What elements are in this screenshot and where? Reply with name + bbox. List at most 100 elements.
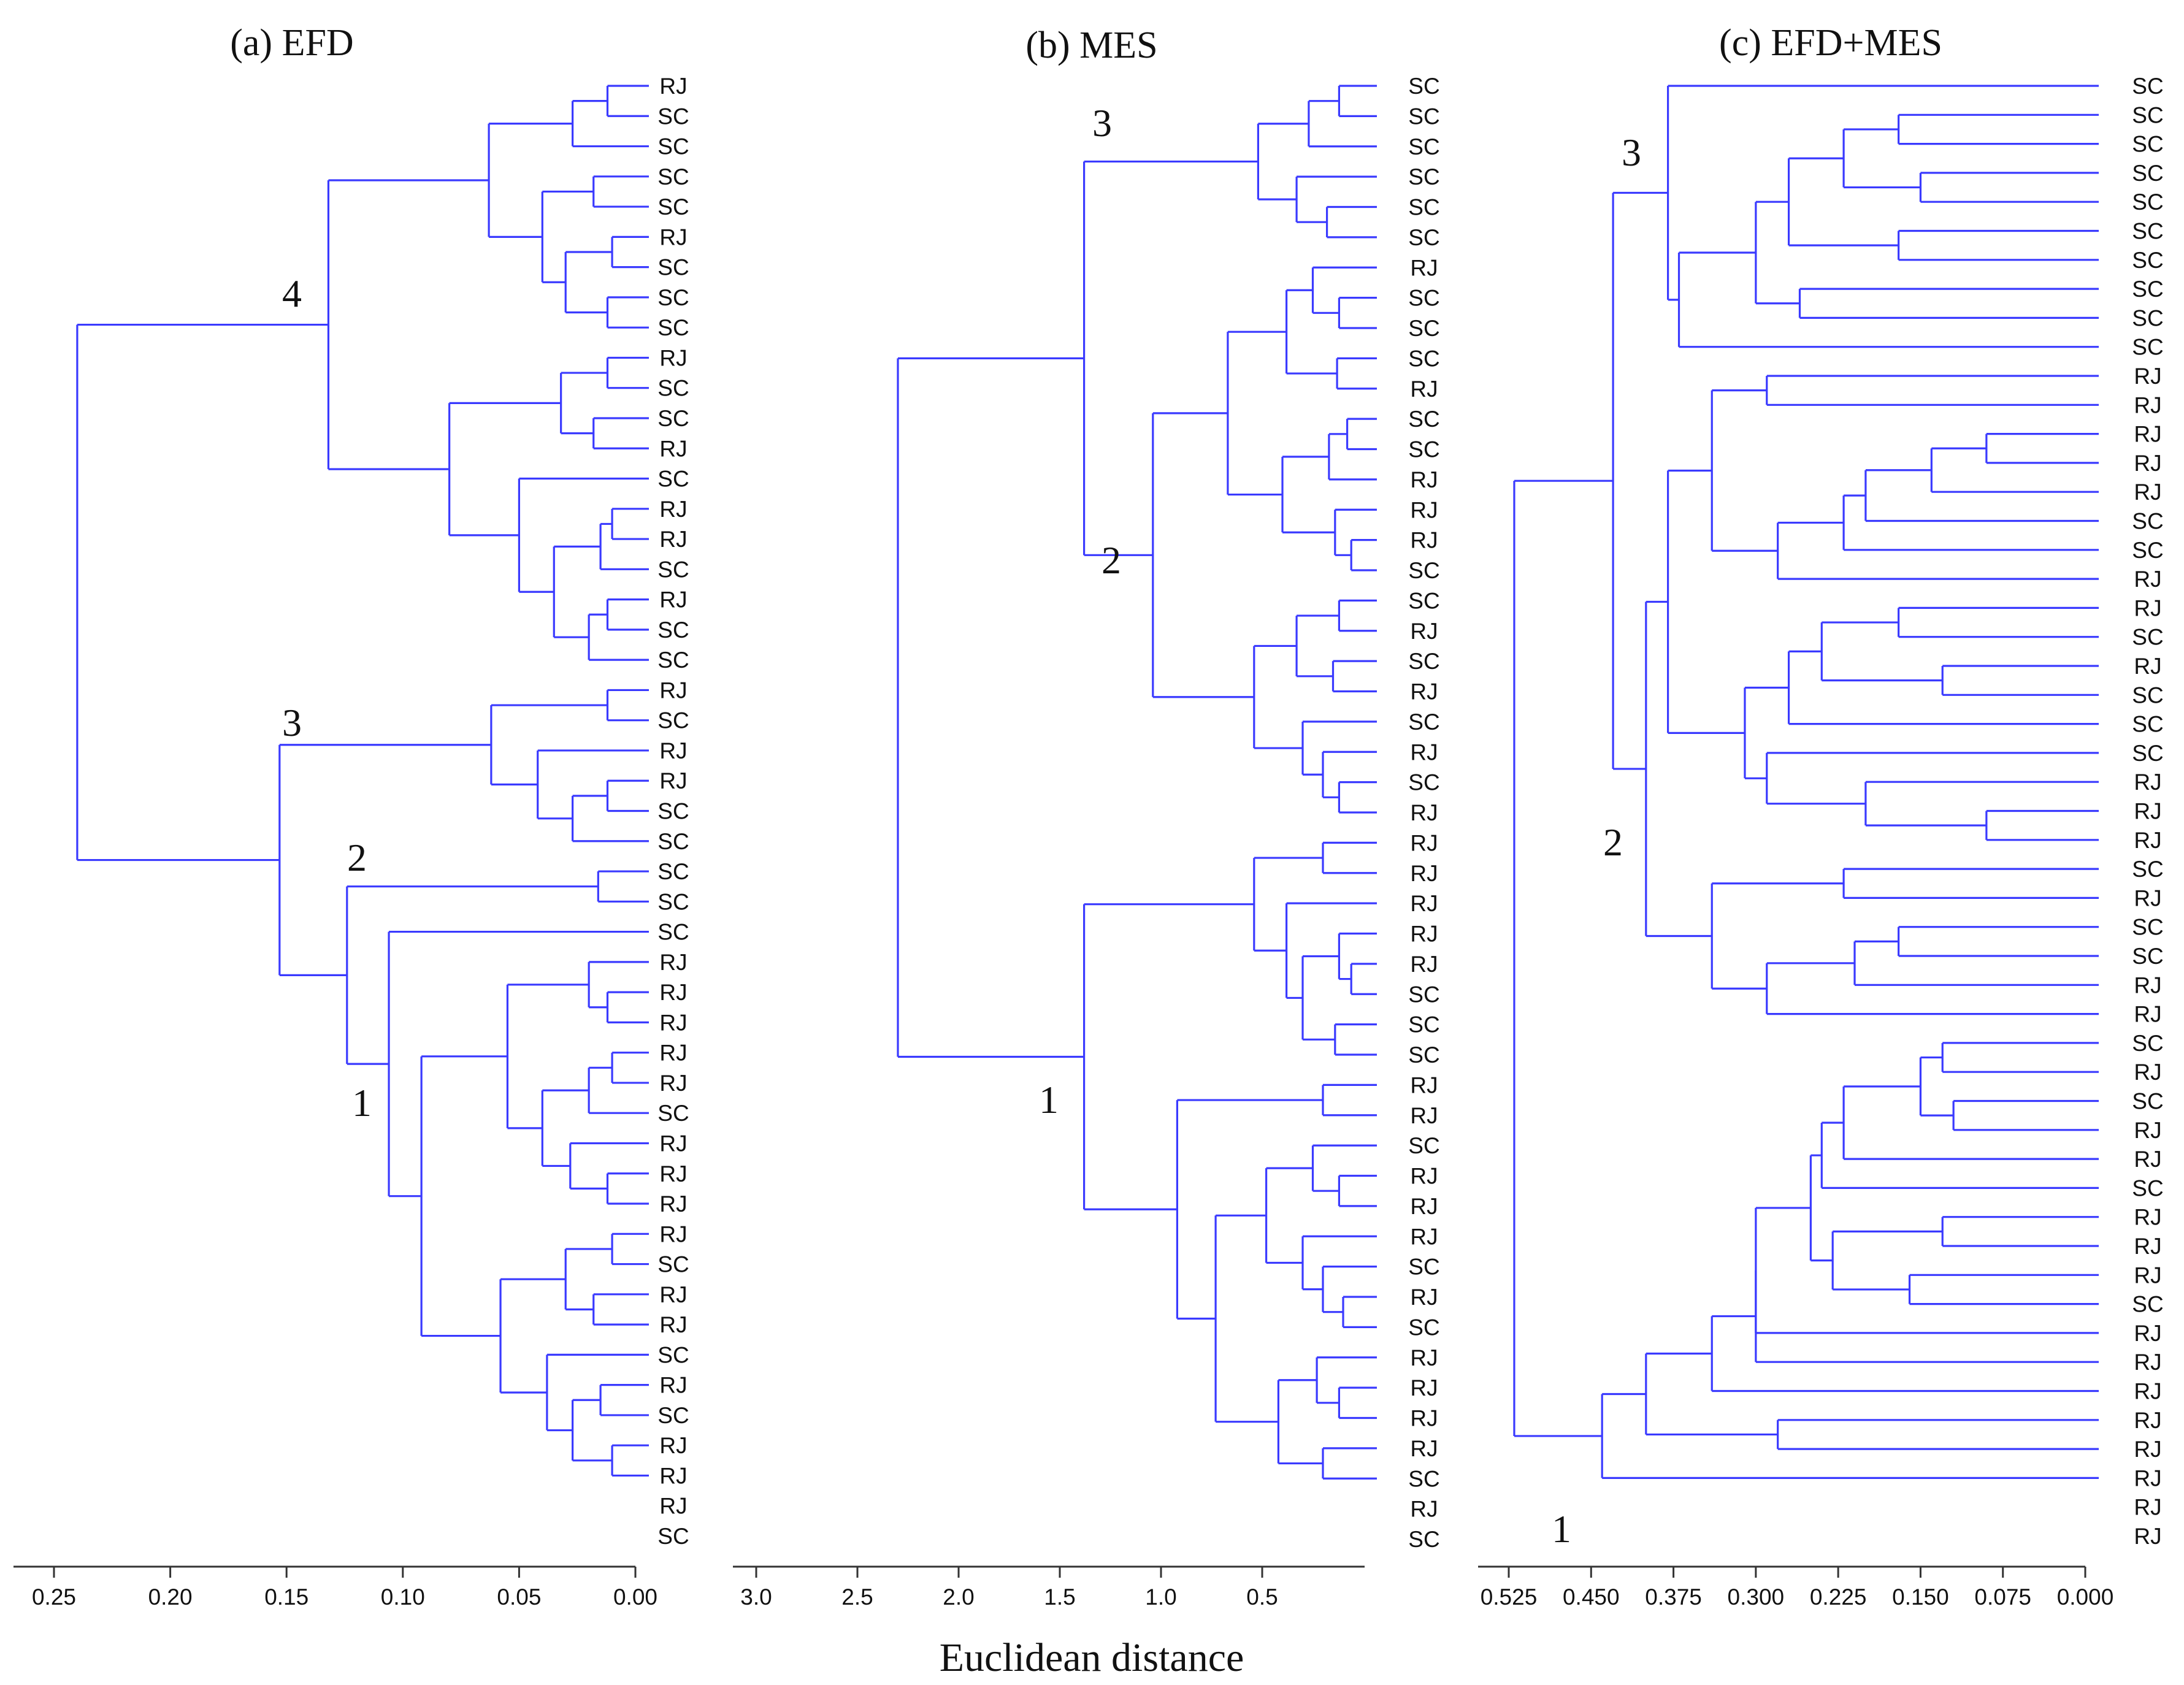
leaf-label: SC xyxy=(1408,286,1439,311)
leaf-label: RJ xyxy=(2134,1465,2161,1491)
leaf-label: SC xyxy=(657,557,689,582)
cluster-label: 2 xyxy=(1102,538,1121,582)
leaf-label: RJ xyxy=(659,224,687,250)
leaf-label: SC xyxy=(2132,1292,2163,1317)
leaf-label: SC xyxy=(1408,1042,1439,1068)
cluster-label: 3 xyxy=(1622,131,1641,174)
leaf-label: RJ xyxy=(659,1010,687,1035)
cluster-label: 1 xyxy=(352,1081,372,1125)
leaf-label: RJ xyxy=(659,74,687,99)
leaf-label: SC xyxy=(657,617,689,643)
leaf-label: RJ xyxy=(2134,595,2161,621)
leaf-label: SC xyxy=(1408,1012,1439,1037)
leaf-label: RJ xyxy=(2134,451,2161,476)
leaf-label: RJ xyxy=(2134,1379,2161,1404)
x-tick-label: 0.450 xyxy=(1563,1584,1620,1610)
x-tick-label: 2.5 xyxy=(841,1584,873,1610)
x-tick-label: 0.225 xyxy=(1810,1584,1867,1610)
leaf-label: RJ xyxy=(1410,1406,1438,1431)
leaf-label: RJ xyxy=(659,768,687,793)
leaf-label: RJ xyxy=(659,1041,687,1066)
leaf-label: RJ xyxy=(2134,770,2161,795)
leaf-label: SC xyxy=(657,285,689,310)
leaf-label: SC xyxy=(2132,161,2163,186)
leaf-label: RJ xyxy=(1410,619,1438,644)
x-tick-label: 0.15 xyxy=(264,1584,308,1610)
leaf-label: SC xyxy=(1408,1315,1439,1340)
leaf-label: RJ xyxy=(1410,1436,1438,1461)
leaf-label: SC xyxy=(657,104,689,129)
leaf-label: RJ xyxy=(2134,1234,2161,1259)
leaf-label: SC xyxy=(657,859,689,884)
x-tick-label: 0.5 xyxy=(1246,1584,1278,1610)
x-tick-label: 0.10 xyxy=(381,1584,425,1610)
leaf-label: SC xyxy=(657,920,689,945)
leaf-label: SC xyxy=(2132,538,2163,563)
leaf-label: RJ xyxy=(1410,255,1438,280)
x-tick-label: 0.00 xyxy=(613,1584,657,1610)
leaf-label: SC xyxy=(2132,277,2163,302)
x-tick-label: 0.000 xyxy=(2057,1584,2114,1610)
leaf-label: RJ xyxy=(2134,799,2161,824)
leaf-label: SC xyxy=(1408,588,1439,613)
leaf-label: RJ xyxy=(659,527,687,552)
leaf-label: SC xyxy=(1408,1466,1439,1491)
leaf-label: SC xyxy=(1408,104,1439,129)
leaf-label: RJ xyxy=(2134,654,2161,679)
leaf-label: SC xyxy=(2132,248,2163,273)
leaf-label: SC xyxy=(1408,134,1439,159)
x-tick-label: 0.375 xyxy=(1645,1584,1702,1610)
panel-b-title: (b) MES xyxy=(1025,25,1157,66)
leaf-label: SC xyxy=(657,1403,689,1428)
leaf-label: RJ xyxy=(659,497,687,522)
leaf-label: SC xyxy=(2132,219,2163,244)
leaf-label: RJ xyxy=(2134,1437,2161,1462)
leaf-label: SC xyxy=(657,134,689,159)
leaf-label: RJ xyxy=(659,436,687,461)
leaf-label: RJ xyxy=(659,1221,687,1247)
panel-a-efd: 0.25 0.20 0.15 0.10 0.05 0.00 RJ SC SC SC SC RJ SC SC… xyxy=(13,74,689,1610)
leaf-label: RJ xyxy=(2134,392,2161,418)
leaf-label: RJ xyxy=(1410,922,1438,947)
x-tick-label: 0.300 xyxy=(1728,1584,1785,1610)
leaf-label: SC xyxy=(2132,1031,2163,1056)
leaf-label: SC xyxy=(657,1101,689,1126)
leaf-label: RJ xyxy=(1410,891,1438,916)
leaf-label: SC xyxy=(657,255,689,280)
leaf-label: RJ xyxy=(1410,830,1438,855)
leaf-label: RJ xyxy=(2134,422,2161,447)
leaf-label: RJ xyxy=(2134,1321,2161,1346)
leaf-label: SC xyxy=(1408,770,1439,795)
leaf-label: SC xyxy=(1408,1133,1439,1158)
leaf-label: SC xyxy=(2132,741,2163,766)
leaf-label: SC xyxy=(657,1342,689,1367)
leaf-label: RJ xyxy=(659,1131,687,1156)
leaf-label: RJ xyxy=(659,1373,687,1398)
leaf-label: RJ xyxy=(659,345,687,370)
leaf-label: RJ xyxy=(659,587,687,613)
leaf-label: RJ xyxy=(2134,1147,2161,1172)
leaf-label: SC xyxy=(657,315,689,340)
x-tick-label: 1.0 xyxy=(1145,1584,1176,1610)
leaf-label: SC xyxy=(657,708,689,733)
cluster-label: 3 xyxy=(282,701,302,744)
cluster-label: 4 xyxy=(282,272,302,315)
leaf-label: SC xyxy=(2132,1089,2163,1114)
x-tick-label: 0.25 xyxy=(32,1584,76,1610)
leaf-label: SC xyxy=(2132,712,2163,737)
leaf-label: RJ xyxy=(659,950,687,975)
leaf-label: RJ xyxy=(1410,1103,1438,1128)
leaf-label: SC xyxy=(2132,132,2163,157)
x-tick-label: 2.0 xyxy=(943,1584,974,1610)
leaf-label: SC xyxy=(657,376,689,401)
leaf-label: RJ xyxy=(659,1191,687,1217)
leaf-label: RJ xyxy=(1410,376,1438,402)
leaf-label: RJ xyxy=(1410,528,1438,553)
leaf-label: SC xyxy=(1408,346,1439,371)
leaf-label: RJ xyxy=(2134,1524,2161,1549)
leaf-label: SC xyxy=(657,889,689,914)
leaf-label: SC xyxy=(2132,625,2163,650)
leaf-label: SC xyxy=(2132,944,2163,969)
leaf-label: RJ xyxy=(2134,567,2161,592)
